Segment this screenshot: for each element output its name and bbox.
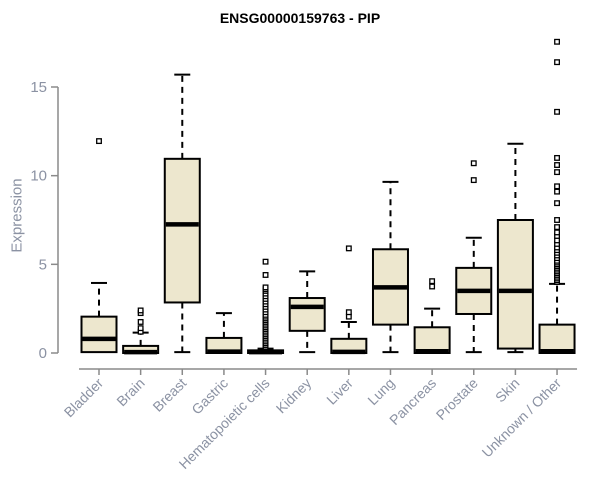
outlier-point-liver [345, 309, 352, 316]
outlier-point-unknown-other [554, 188, 560, 195]
outlier-point-unknown-other [554, 224, 560, 231]
outlier-point-prostate [470, 160, 477, 167]
outlier-point-unknown-other [554, 229, 560, 236]
outlier-point-liver [345, 245, 352, 252]
outlier-point-unknown-other [554, 108, 560, 115]
outlier-point-unknown-other [554, 200, 560, 207]
x-category-label: Lung [364, 375, 397, 408]
outlier-point-pancreas [429, 283, 436, 290]
x-category-label: Bladder [61, 375, 107, 421]
x-category-label: Unknown / Other [479, 375, 565, 461]
outlier-point-bladder [96, 138, 102, 145]
outlier-point-brain [137, 307, 144, 314]
outlier-point-hematopoietic-cells [262, 284, 269, 291]
outlier-point-unknown-other [554, 38, 560, 45]
box-skin [496, 219, 534, 350]
outlier-point-hematopoietic-cells [262, 272, 269, 278]
outlier-point-brain [137, 325, 144, 332]
box-kidney [288, 297, 326, 332]
x-category-label: Prostate [433, 375, 481, 423]
outlier-point-unknown-other [554, 169, 560, 176]
x-category-label: Skin [492, 375, 523, 406]
y-tick-label: 5 [39, 256, 47, 273]
chart-title: ENSG00000159763 - PIP [219, 10, 381, 26]
y-tick-label: 15 [30, 79, 47, 96]
x-category-label: Kidney [273, 375, 315, 417]
outlier-point-pancreas [429, 278, 436, 285]
outlier-point-unknown-other [554, 183, 560, 190]
x-category-label: Breast [149, 375, 189, 415]
x-category-label: Brain [113, 375, 147, 409]
outlier-point-prostate [470, 177, 477, 184]
outlier-point-unknown-other [554, 154, 560, 161]
y-tick-label: 0 [39, 345, 47, 362]
y-tick-label: 10 [30, 168, 47, 185]
box-bladder [80, 315, 118, 354]
outlier-point-brain [137, 319, 144, 325]
outlier-point-unknown-other [554, 59, 560, 66]
box-breast [163, 157, 201, 304]
outlier-point-unknown-other [554, 162, 560, 168]
x-category-label: Liver [323, 375, 356, 408]
box-unknown-other [538, 323, 576, 355]
outlier-point-unknown-other [554, 217, 560, 223]
outlier-point-hematopoietic-cells [262, 258, 269, 265]
